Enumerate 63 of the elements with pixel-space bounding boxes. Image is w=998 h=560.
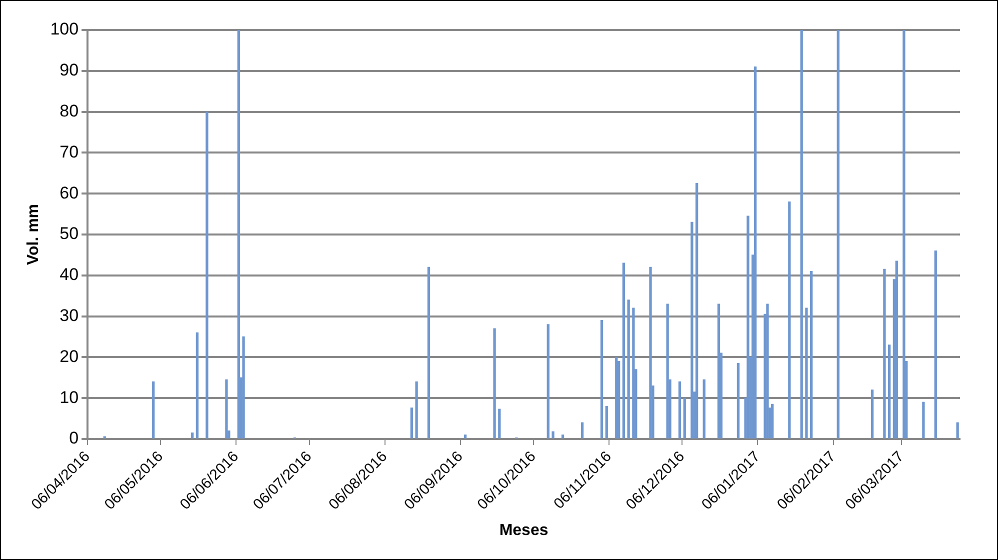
- y-tick-label: 80: [60, 101, 79, 120]
- bar: [690, 222, 694, 438]
- bar: [888, 344, 891, 438]
- bar: [805, 308, 808, 438]
- bar: [615, 356, 618, 438]
- bar: [561, 434, 564, 438]
- bar: [617, 360, 620, 438]
- bar: [493, 328, 496, 438]
- bar: [580, 422, 584, 438]
- bar: [649, 266, 652, 438]
- bar: [754, 66, 757, 438]
- bar: [237, 30, 240, 438]
- bar: [702, 379, 706, 438]
- bar: [152, 381, 155, 438]
- bar: [810, 270, 813, 438]
- bar: [605, 406, 608, 438]
- bar: [427, 266, 430, 438]
- bar: [836, 30, 840, 438]
- bar: [552, 431, 554, 438]
- y-tick-label: 60: [60, 183, 79, 202]
- bar: [498, 408, 501, 438]
- bar: [196, 332, 199, 438]
- bar: [632, 308, 635, 438]
- y-tick-label: 30: [60, 306, 79, 325]
- bar: [622, 262, 626, 438]
- bar: [736, 362, 740, 438]
- bar: [225, 379, 228, 438]
- bar: [800, 30, 803, 438]
- bar: [771, 404, 774, 438]
- y-tick-label: 50: [60, 224, 79, 244]
- bar: [600, 320, 604, 438]
- bar: [902, 30, 906, 438]
- bar: [922, 402, 925, 438]
- bar: [242, 336, 245, 438]
- bar: [883, 268, 886, 438]
- y-tick-label: 70: [60, 142, 79, 162]
- y-tick-label: 20: [60, 346, 79, 366]
- bar: [717, 304, 720, 438]
- y-tick-label: 40: [60, 265, 79, 284]
- bar: [627, 300, 630, 438]
- bar: [546, 324, 550, 438]
- bar: [870, 390, 874, 438]
- bar: [695, 183, 698, 438]
- bar: [666, 304, 669, 438]
- bar: [410, 408, 414, 438]
- y-tick-label: 100: [50, 20, 79, 39]
- bar: [206, 111, 208, 438]
- bar: [956, 422, 959, 438]
- x-axis-title: Meses: [499, 522, 548, 539]
- bar: [678, 381, 682, 438]
- bar: [191, 432, 194, 438]
- bar: [895, 260, 898, 438]
- bar: [415, 381, 418, 438]
- bar: [683, 398, 686, 438]
- bar: [746, 216, 750, 438]
- y-tick-label: 0: [69, 428, 79, 448]
- bar: [788, 201, 791, 438]
- y-axis-title: Vol. mm: [25, 204, 42, 266]
- bar: [766, 304, 769, 438]
- bar: [464, 434, 467, 438]
- bar: [934, 250, 937, 438]
- y-tick-label: 90: [60, 60, 79, 80]
- y-tick-label: 10: [60, 388, 79, 407]
